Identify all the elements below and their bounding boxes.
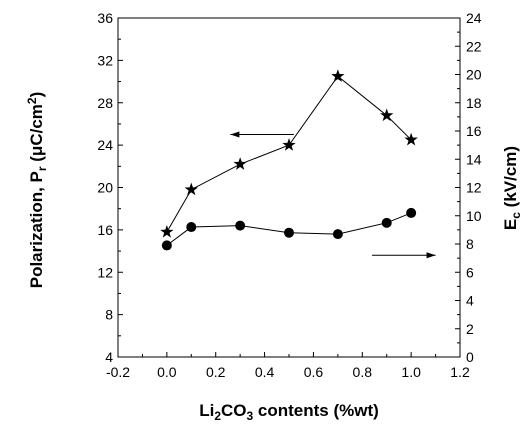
x-tick-label: 0.6 — [304, 364, 324, 380]
arrow-left-head — [230, 131, 240, 138]
circle-point — [406, 207, 417, 218]
star-point — [404, 132, 418, 146]
x-tick-label: -0.2 — [106, 364, 130, 380]
star-point — [282, 138, 296, 151]
left-y-tick-label: 28 — [97, 95, 113, 111]
right-y-tick-label: 10 — [466, 208, 482, 224]
star-point — [233, 157, 247, 170]
star-point — [380, 108, 394, 122]
star-series-line — [166, 75, 412, 233]
x-tick-label: 0.8 — [353, 364, 373, 380]
plot-frame — [117, 17, 461, 358]
right-y-tick-label: 8 — [466, 236, 474, 252]
star-point — [160, 224, 174, 238]
series-layer — [160, 69, 418, 251]
x-tick-label: 0.0 — [157, 364, 177, 380]
right-y-tick-label: 0 — [466, 349, 474, 365]
right-y-tick-label: 12 — [466, 180, 482, 196]
right-y-tick-label: 14 — [466, 151, 482, 167]
right-y-tick-label: 24 — [466, 10, 482, 26]
x-tick-label: 0.2 — [206, 364, 226, 380]
left-y-tick-label: 12 — [97, 264, 113, 280]
x-tick-label: 1.0 — [401, 364, 421, 380]
left-y-axis-label: Polarization, Pr (μC/cm2) — [25, 92, 49, 289]
x-tick-label: 1.2 — [450, 364, 470, 380]
right-y-tick-label: 18 — [466, 95, 482, 111]
arrow-right-head — [426, 252, 436, 259]
x-axis-label: Li2CO3 contents (%wt) — [199, 401, 379, 423]
x-axis: -0.2 0.0 0.2 0.4 0.6 0.8 1.0 1.2 — [106, 352, 470, 380]
right-y-tick-label: 20 — [466, 67, 482, 83]
left-y-tick-label: 4 — [105, 349, 113, 365]
circle-point — [332, 229, 343, 240]
circle-point — [235, 220, 246, 231]
left-y-tick-label: 8 — [105, 307, 113, 323]
circle-point — [186, 222, 197, 233]
circle-point — [161, 240, 172, 251]
annotations — [230, 131, 436, 259]
star-point — [184, 182, 198, 196]
right-y-tick-label: 2 — [466, 321, 474, 337]
left-y-tick-label: 36 — [97, 10, 113, 26]
circle-point — [284, 227, 294, 238]
left-y-axis: 4 8 12 16 20 24 28 32 36 — [97, 10, 123, 365]
right-y-tick-label: 16 — [466, 123, 482, 139]
left-y-tick-label: 16 — [97, 222, 113, 238]
circle-point — [381, 217, 392, 228]
right-y-tick-label: 22 — [466, 38, 482, 54]
left-y-tick-label: 24 — [97, 137, 113, 153]
left-y-tick-label: 20 — [97, 180, 113, 196]
right-y-tick-label: 6 — [466, 264, 474, 280]
star-point — [331, 69, 345, 82]
right-y-tick-label: 4 — [466, 293, 474, 309]
x-tick-label: 0.4 — [255, 364, 275, 380]
right-y-axis-label: Ec (kV/cm) — [501, 146, 523, 230]
left-y-tick-label: 32 — [97, 52, 113, 68]
